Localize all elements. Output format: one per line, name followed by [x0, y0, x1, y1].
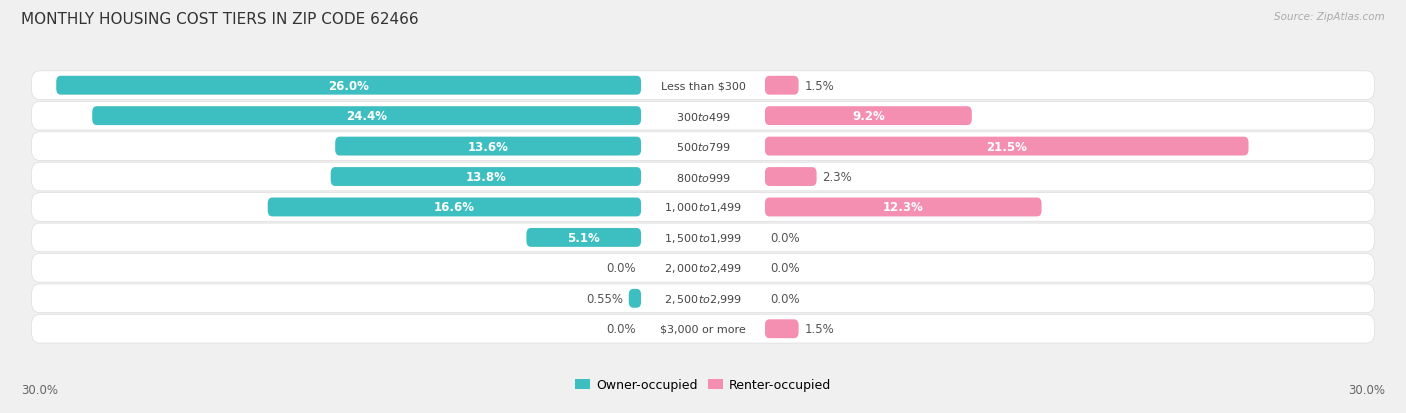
Text: 0.0%: 0.0%: [606, 262, 636, 275]
FancyBboxPatch shape: [335, 137, 641, 156]
Text: 0.0%: 0.0%: [606, 323, 636, 335]
FancyBboxPatch shape: [641, 108, 765, 125]
FancyBboxPatch shape: [330, 168, 641, 187]
FancyBboxPatch shape: [31, 284, 1375, 313]
FancyBboxPatch shape: [31, 102, 1375, 131]
FancyBboxPatch shape: [765, 320, 799, 338]
FancyBboxPatch shape: [31, 72, 1375, 100]
Text: 2.3%: 2.3%: [823, 171, 852, 184]
FancyBboxPatch shape: [93, 107, 641, 126]
FancyBboxPatch shape: [641, 320, 765, 337]
Text: $500 to $799: $500 to $799: [675, 141, 731, 153]
Text: 5.1%: 5.1%: [568, 231, 600, 244]
Text: $2,000 to $2,499: $2,000 to $2,499: [664, 262, 742, 275]
FancyBboxPatch shape: [641, 260, 765, 277]
Text: Source: ZipAtlas.com: Source: ZipAtlas.com: [1274, 12, 1385, 22]
Text: 0.0%: 0.0%: [770, 231, 800, 244]
FancyBboxPatch shape: [765, 137, 1249, 156]
Legend: Owner-occupied, Renter-occupied: Owner-occupied, Renter-occupied: [569, 373, 837, 396]
FancyBboxPatch shape: [31, 163, 1375, 191]
Text: $1,000 to $1,499: $1,000 to $1,499: [664, 201, 742, 214]
Text: $800 to $999: $800 to $999: [675, 171, 731, 183]
FancyBboxPatch shape: [641, 229, 765, 246]
Text: Less than $300: Less than $300: [661, 81, 745, 91]
Text: MONTHLY HOUSING COST TIERS IN ZIP CODE 62466: MONTHLY HOUSING COST TIERS IN ZIP CODE 6…: [21, 12, 419, 27]
Text: 30.0%: 30.0%: [1348, 384, 1385, 396]
FancyBboxPatch shape: [31, 193, 1375, 222]
Text: 26.0%: 26.0%: [328, 80, 370, 93]
FancyBboxPatch shape: [641, 78, 765, 95]
FancyBboxPatch shape: [56, 76, 641, 95]
FancyBboxPatch shape: [31, 223, 1375, 252]
Text: $3,000 or more: $3,000 or more: [661, 324, 745, 334]
FancyBboxPatch shape: [31, 254, 1375, 282]
Text: 1.5%: 1.5%: [804, 323, 834, 335]
Text: 24.4%: 24.4%: [346, 110, 387, 123]
Text: $1,500 to $1,999: $1,500 to $1,999: [664, 231, 742, 244]
FancyBboxPatch shape: [641, 169, 765, 185]
FancyBboxPatch shape: [641, 138, 765, 155]
FancyBboxPatch shape: [31, 315, 1375, 343]
FancyBboxPatch shape: [628, 289, 641, 308]
Text: 16.6%: 16.6%: [434, 201, 475, 214]
FancyBboxPatch shape: [641, 290, 765, 307]
FancyBboxPatch shape: [765, 107, 972, 126]
Text: $2,500 to $2,999: $2,500 to $2,999: [664, 292, 742, 305]
Text: 1.5%: 1.5%: [804, 80, 834, 93]
FancyBboxPatch shape: [526, 228, 641, 247]
Text: $300 to $499: $300 to $499: [675, 110, 731, 122]
Text: 9.2%: 9.2%: [852, 110, 884, 123]
Text: 12.3%: 12.3%: [883, 201, 924, 214]
Text: 0.0%: 0.0%: [770, 292, 800, 305]
Text: 30.0%: 30.0%: [21, 384, 58, 396]
Text: 0.0%: 0.0%: [770, 262, 800, 275]
Text: 13.6%: 13.6%: [468, 140, 509, 153]
Text: 0.55%: 0.55%: [586, 292, 623, 305]
Text: 13.8%: 13.8%: [465, 171, 506, 184]
FancyBboxPatch shape: [765, 76, 799, 95]
Text: 21.5%: 21.5%: [986, 140, 1028, 153]
FancyBboxPatch shape: [765, 168, 817, 187]
FancyBboxPatch shape: [267, 198, 641, 217]
FancyBboxPatch shape: [31, 133, 1375, 161]
FancyBboxPatch shape: [641, 199, 765, 216]
FancyBboxPatch shape: [765, 198, 1042, 217]
